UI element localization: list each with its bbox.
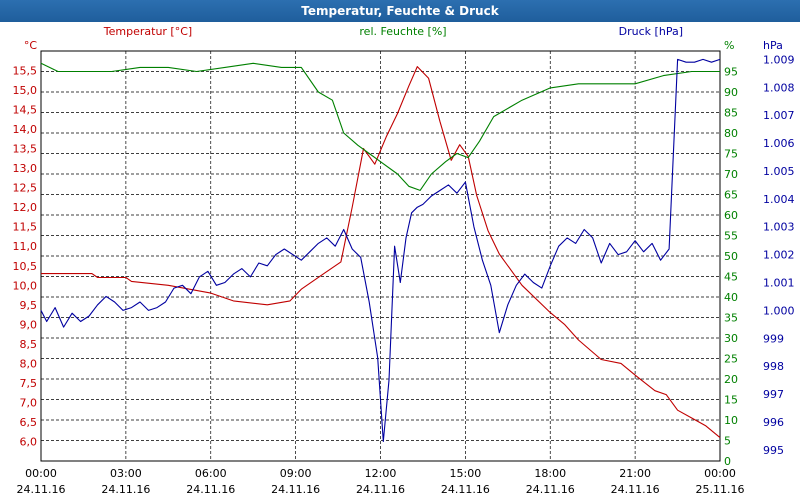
pressure-tick-label-8: 1.003: [763, 221, 795, 234]
humidity-tick-label-19: 95: [724, 66, 738, 79]
pressure-tick-label-5: 1.000: [763, 304, 795, 317]
humidity-tick-label-18: 90: [724, 86, 738, 99]
x-tick-time-3: 09:00: [280, 467, 312, 480]
temperature-tick-label-5: 8,5: [20, 338, 38, 351]
x-tick-date-5: 24.11.16: [441, 483, 490, 496]
x-tick-date-1: 24.11.16: [101, 483, 150, 496]
pressure-tick-label-6: 1.001: [763, 276, 795, 289]
humidity-tick-label-2: 10: [724, 414, 738, 427]
temperature-tick-label-17: 14,5: [13, 104, 38, 117]
x-tick-time-2: 06:00: [195, 467, 227, 480]
x-tick-time-1: 03:00: [110, 467, 142, 480]
x-tick-date-7: 24.11.16: [611, 483, 660, 496]
temperature-tick-label-1: 6,5: [20, 416, 38, 429]
temperature-unit: °C: [24, 39, 38, 52]
temperature-tick-label-15: 13,5: [13, 143, 38, 156]
humidity-axis: 0 5 10 15 20 25 30 35 40 45 50 55 60 65 70 75 80 85 90 95: [724, 66, 738, 469]
x-tick-time-5: 15:00: [450, 467, 482, 480]
pressure-tick-label-9: 1.004: [763, 193, 795, 206]
time-axis: 00:00 24.11.16 03:00 24.11.16 06:00 24.11.16 0…: [17, 467, 745, 496]
pressure-tick-label-10: 1.005: [763, 165, 795, 178]
humidity-unit: %: [724, 39, 734, 52]
pressure-tick-label-3: 998: [763, 360, 784, 373]
x-tick-date-0: 24.11.16: [17, 483, 66, 496]
temperature-tick-label-19: 15,5: [13, 65, 38, 78]
x-tick-time-4: 12:00: [365, 467, 397, 480]
chart-title: Temperatur, Feuchte & Druck: [0, 0, 800, 22]
pressure-tick-label-7: 1.002: [763, 249, 795, 262]
temperature-tick-label-0: 6,0: [20, 435, 38, 448]
temperature-tick-label-11: 11,5: [13, 221, 38, 234]
temperature-tick-label-6: 9,0: [20, 318, 38, 331]
temperature-tick-label-18: 15,0: [13, 84, 38, 97]
pressure-tick-label-1: 996: [763, 416, 784, 429]
temperature-tick-label-14: 13,0: [13, 162, 38, 175]
humidity-tick-label-15: 75: [724, 148, 738, 161]
humidity-tick-label-1: 5: [724, 435, 731, 448]
pressure-axis: 995 996 997 998 999 1.000 1.001 1.002 1.003 1.004…: [763, 53, 795, 456]
humidity-tick-label-9: 45: [724, 271, 738, 284]
humidity-tick-label-4: 20: [724, 373, 738, 386]
temperature-tick-label-3: 7,5: [20, 377, 38, 390]
pressure-tick-label-14: 1.009: [763, 53, 795, 66]
pressure-unit: hPa: [763, 39, 783, 52]
temperature-tick-label-4: 8,0: [20, 357, 38, 370]
temperature-header: Temperatur [°C]: [103, 25, 192, 38]
x-tick-time-6: 18:00: [534, 467, 566, 480]
temperature-tick-label-2: 7,0: [20, 396, 38, 409]
pressure-tick-label-12: 1.007: [763, 109, 795, 122]
humidity-tick-label-3: 15: [724, 394, 738, 407]
series-layer: [40, 58, 721, 443]
humidity-tick-label-7: 35: [724, 312, 738, 325]
pressure-tick-label-0: 995: [763, 444, 784, 457]
x-tick-time-8: 00:00: [704, 467, 736, 480]
x-tick-date-4: 24.11.16: [356, 483, 405, 496]
humidity-tick-label-11: 55: [724, 230, 738, 243]
humidity-tick-label-10: 50: [724, 250, 738, 263]
x-tick-time-0: 00:00: [25, 467, 57, 480]
pressure-header: Druck [hPa]: [619, 25, 683, 38]
pressure-tick-label-2: 997: [763, 388, 784, 401]
humidity-tick-label-17: 85: [724, 107, 738, 120]
humidity-tick-label-8: 40: [724, 291, 738, 304]
temperature-tick-label-9: 10,5: [13, 260, 38, 273]
series-line-humidity: [40, 62, 720, 191]
series-line-temperature: [41, 66, 721, 439]
humidity-tick-label-5: 25: [724, 353, 738, 366]
axis-headers: Temperatur [°C] rel. Feuchte [%] Druck [hP…: [24, 25, 783, 52]
humidity-tick-label-14: 70: [724, 168, 738, 181]
humidity-tick-label-0: 0: [724, 455, 731, 468]
chart-plot: 6,0 6,5 7,0 7,5 8,0 8,5 9,0 9,5 10,0 10,5 11,0 11,5…: [13, 25, 795, 496]
humidity-tick-label-6: 30: [724, 332, 738, 345]
temperature-axis: 6,0 6,5 7,0 7,5 8,0 8,5 9,0 9,5 10,0 10,5 11,0 11,5…: [13, 65, 38, 449]
humidity-tick-label-13: 65: [724, 189, 738, 202]
temperature-tick-label-13: 12,5: [13, 182, 38, 195]
temperature-tick-label-16: 14,0: [13, 123, 38, 136]
x-tick-date-6: 24.11.16: [526, 483, 575, 496]
x-tick-time-7: 21:00: [619, 467, 651, 480]
pressure-tick-label-4: 999: [763, 332, 784, 345]
pressure-tick-label-13: 1.008: [763, 81, 795, 94]
plot-frame: [40, 50, 721, 462]
humidity-header: rel. Feuchte [%]: [359, 25, 446, 38]
x-tick-date-3: 24.11.16: [271, 483, 320, 496]
humidity-tick-label-16: 80: [724, 127, 738, 140]
temperature-tick-label-10: 11,0: [13, 240, 38, 253]
temperature-tick-label-12: 12,0: [13, 201, 38, 214]
x-tick-date-8: 25.11.16: [696, 483, 745, 496]
temperature-tick-label-8: 10,0: [13, 279, 38, 292]
x-tick-date-2: 24.11.16: [186, 483, 235, 496]
temperature-tick-label-7: 9,5: [20, 299, 38, 312]
series-line-pressure: [40, 58, 721, 443]
humidity-tick-label-12: 60: [724, 209, 738, 222]
pressure-tick-label-11: 1.006: [763, 137, 795, 150]
